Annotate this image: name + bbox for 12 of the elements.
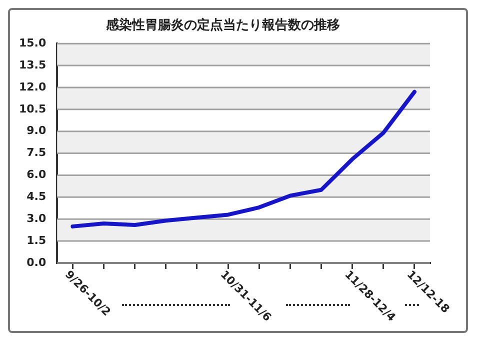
y-tick-label: 7.5 [26,146,46,160]
y-tick-label: 1.5 [26,234,46,247]
y-tick-label: 0.0 [26,256,46,269]
y-tick-label: 3.0 [26,212,46,225]
y-tick-label: 6.0 [26,168,46,182]
y-tick-label: 9.0 [26,124,46,138]
y-tick-label: 10.5 [19,102,46,116]
y-tick-label: 15.0 [19,36,46,50]
y-tick-label: 4.5 [26,190,46,204]
chart-title: 感染性胃腸炎の定点当たり報告数の推移 [105,17,340,34]
y-tick-label: 13.5 [19,58,46,72]
y-tick-label: 12.0 [19,80,46,94]
